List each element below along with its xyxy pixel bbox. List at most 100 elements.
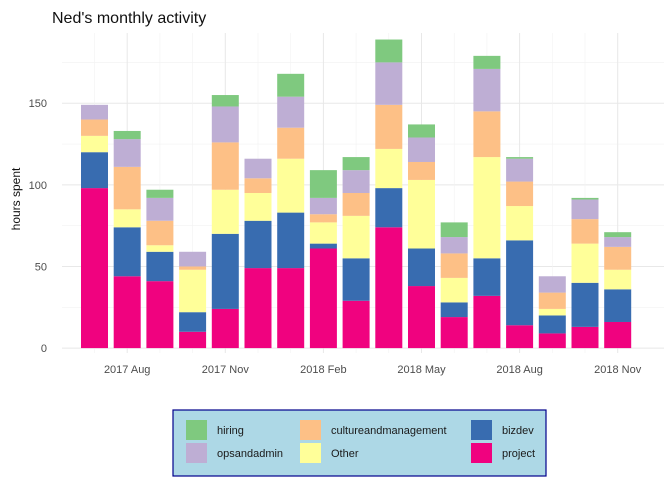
bar-segment-hiring [146, 189, 174, 198]
bar-segment-bizdev [146, 251, 174, 282]
bar-segment-cultureandmanagement [244, 178, 272, 193]
bar-segment-project [342, 300, 370, 349]
legend-swatch-cultureandmanagement [300, 420, 321, 440]
legend-label-opsandadmin: opsandadmin [217, 448, 283, 460]
bar-segment-cultureandmanagement [211, 142, 239, 190]
bar-segment-hiring [440, 222, 468, 238]
bar-segment-hiring [571, 197, 599, 200]
bar-segment-project [244, 268, 272, 349]
bar-segment-project [473, 295, 501, 349]
bar-segment-project [211, 308, 239, 349]
bar-segment-hiring [113, 130, 141, 140]
x-tick-label: 2018 Aug [496, 364, 543, 376]
bar-segment-project [309, 248, 337, 349]
bar-segment-project [81, 188, 108, 349]
bar-segment-other [473, 157, 501, 259]
bar-segment-cultureandmanagement [473, 111, 501, 158]
bar-segment-opsandadmin [146, 197, 174, 221]
bar-segment-cultureandmanagement [440, 253, 468, 278]
legend-swatch-opsandadmin [186, 443, 207, 463]
x-tick-label: 2018 May [397, 364, 446, 376]
x-tick-label: 2017 Nov [202, 364, 250, 376]
bar-segment-cultureandmanagement [179, 266, 207, 270]
bar-segment-bizdev [309, 243, 337, 249]
legend-swatch-hiring [186, 420, 207, 440]
legend-label-hiring: hiring [217, 425, 244, 437]
y-tick-label: 0 [41, 343, 47, 355]
bar-segment-cultureandmanagement [309, 214, 337, 223]
bar-segment-project [538, 333, 566, 349]
bar-segment-cultureandmanagement [81, 119, 108, 136]
y-tick-label: 100 [29, 180, 47, 192]
legend-swatch-other [300, 443, 321, 463]
legend-label-bizdev: bizdev [502, 425, 534, 437]
bar-segment-other [211, 189, 239, 234]
bar-segment-hiring [604, 232, 632, 238]
bar-segment-opsandadmin [342, 170, 370, 193]
bar-segment-other [277, 158, 305, 213]
bar-segment-opsandadmin [538, 276, 566, 293]
bar-segment-cultureandmanagement [506, 181, 534, 207]
bar-segment-other [538, 308, 566, 316]
bar-segment-other [113, 209, 141, 228]
y-tick-label: 150 [29, 98, 47, 110]
bar-segment-cultureandmanagement [408, 161, 435, 180]
legend-label-cultureandmanagement: cultureandmanagement [331, 425, 447, 437]
bar-segment-opsandadmin [211, 106, 239, 143]
bar-segment-opsandadmin [309, 197, 337, 215]
bar-segment-bizdev [571, 282, 599, 327]
bar-segment-project [113, 276, 141, 349]
bar-segment-hiring [211, 95, 239, 107]
bar-segment-project [440, 317, 468, 349]
bar-segment-hiring [408, 124, 435, 138]
bar-segment-bizdev [179, 312, 207, 332]
bar-segment-bizdev [342, 258, 370, 301]
bar-segment-bizdev [473, 258, 501, 296]
bar-segment-project [506, 325, 534, 349]
bar-segment-other [81, 135, 108, 153]
bar-segment-cultureandmanagement [146, 220, 174, 246]
bar-segment-other [408, 179, 435, 249]
bar-segment-project [571, 326, 599, 349]
bar-segment-bizdev [244, 220, 272, 269]
bar-segment-project [179, 331, 207, 349]
bar-segment-opsandadmin [473, 68, 501, 112]
bar-segment-other [342, 215, 370, 259]
bar-segment-opsandadmin [571, 199, 599, 220]
bar-segment-bizdev [440, 302, 468, 318]
bar-segment-other [604, 269, 632, 290]
bar-segment-opsandadmin [179, 251, 207, 267]
x-axis-ticks: 2017 Aug 2017 Nov 2018 Feb 2018 May 2018 Aug… [104, 364, 642, 376]
bar-segment-hiring [277, 73, 305, 97]
bar-segment-project [375, 227, 403, 349]
bar-segment-other [309, 222, 337, 244]
bar-segment-cultureandmanagement [375, 104, 403, 149]
bar-segment-hiring [309, 170, 337, 198]
bar-segment-cultureandmanagement [277, 127, 305, 159]
bar-segment-other [571, 243, 599, 283]
chart-title: Ned's monthly activity [52, 10, 206, 27]
legend-label-project: project [502, 448, 535, 460]
bar-segment-other [440, 277, 468, 303]
legend-label-other: Other [331, 448, 359, 460]
bar-segment-opsandadmin [506, 158, 534, 182]
x-tick-label: 2018 Nov [594, 364, 642, 376]
bar-segment-bizdev [277, 212, 305, 269]
bar-segment-other [375, 148, 403, 189]
bar-segment-other [244, 193, 272, 221]
bar-segment-bizdev [113, 227, 141, 277]
legend-swatch-project [471, 443, 492, 463]
legend: hiring opsandadmin cultureandmanagement Oth… [172, 409, 547, 477]
y-axis-ticks: 0 50 100 150 [29, 98, 47, 355]
bar-segment-opsandadmin [277, 96, 305, 128]
bar-segment-other [506, 206, 534, 241]
bar-segment-cultureandmanagement [342, 193, 370, 216]
bars [81, 39, 632, 349]
bar-segment-opsandadmin [81, 104, 108, 120]
x-tick-label: 2018 Feb [300, 364, 346, 376]
bar-segment-cultureandmanagement [604, 246, 632, 270]
bar-segment-cultureandmanagement [571, 219, 599, 244]
bar-segment-cultureandmanagement [538, 292, 566, 309]
bar-segment-bizdev [604, 289, 632, 322]
